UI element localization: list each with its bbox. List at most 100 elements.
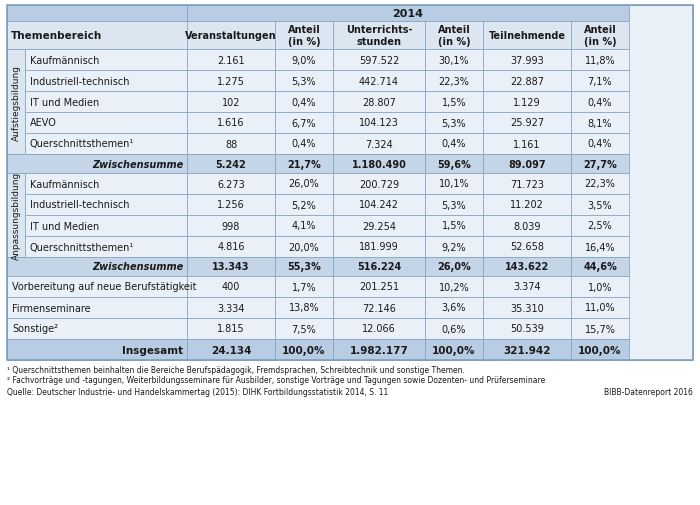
Bar <box>425 276 483 297</box>
Bar <box>571 22 629 50</box>
Bar <box>275 339 333 360</box>
Text: Anteil
(in %): Anteil (in %) <box>584 25 617 46</box>
Text: 200.729: 200.729 <box>359 179 399 189</box>
Bar <box>7 22 187 50</box>
Text: 1.982.177: 1.982.177 <box>349 345 408 355</box>
Bar <box>483 50 571 71</box>
Bar <box>571 216 629 236</box>
Bar <box>7 276 187 297</box>
Text: 8,1%: 8,1% <box>588 118 612 128</box>
Text: 6.273: 6.273 <box>217 179 245 189</box>
Text: Vorbereitung auf neue Berufstätigkeit: Vorbereitung auf neue Berufstätigkeit <box>12 282 197 292</box>
Bar <box>425 297 483 318</box>
Bar <box>275 113 333 134</box>
Bar <box>25 92 187 113</box>
Text: 104.242: 104.242 <box>359 200 399 210</box>
Bar <box>571 194 629 216</box>
Text: Industriell-technisch: Industriell-technisch <box>30 200 130 210</box>
Bar <box>25 134 187 155</box>
Text: 13,8%: 13,8% <box>288 303 319 313</box>
Text: 321.942: 321.942 <box>503 345 551 355</box>
Bar <box>187 22 275 50</box>
Text: 10,2%: 10,2% <box>439 282 470 292</box>
Text: Firmenseminare: Firmenseminare <box>12 303 90 313</box>
Text: 44,6%: 44,6% <box>583 262 617 272</box>
Text: 102: 102 <box>222 97 240 107</box>
Bar <box>483 71 571 92</box>
Bar <box>483 276 571 297</box>
Text: 22.887: 22.887 <box>510 76 544 86</box>
Text: 22,3%: 22,3% <box>584 179 615 189</box>
Text: 0,4%: 0,4% <box>292 139 316 149</box>
Text: Kaufmännisch: Kaufmännisch <box>30 56 99 65</box>
Text: 100,0%: 100,0% <box>433 345 476 355</box>
Bar <box>333 276 425 297</box>
Text: Anteil
(in %): Anteil (in %) <box>438 25 470 46</box>
Bar <box>187 134 275 155</box>
Text: Unterrichts-
stunden: Unterrichts- stunden <box>346 25 412 46</box>
Bar <box>187 92 275 113</box>
Text: 21,7%: 21,7% <box>287 159 321 169</box>
Bar <box>275 276 333 297</box>
Bar <box>7 174 25 258</box>
Bar <box>187 297 275 318</box>
Text: 1,5%: 1,5% <box>442 97 466 107</box>
Text: 3,5%: 3,5% <box>588 200 612 210</box>
Bar <box>187 318 275 339</box>
Text: 0,4%: 0,4% <box>588 97 612 107</box>
Bar <box>275 236 333 258</box>
Text: 26,0%: 26,0% <box>288 179 319 189</box>
Bar <box>7 318 187 339</box>
Text: 516.224: 516.224 <box>357 262 401 272</box>
Bar <box>333 339 425 360</box>
Text: 52.658: 52.658 <box>510 242 544 252</box>
Bar <box>7 6 693 360</box>
Bar <box>571 258 629 276</box>
Text: Industriell-technisch: Industriell-technisch <box>30 76 130 86</box>
Bar <box>571 50 629 71</box>
Text: 181.999: 181.999 <box>359 242 399 252</box>
Bar <box>333 194 425 216</box>
Text: Teilnehmende: Teilnehmende <box>489 31 566 41</box>
Bar <box>425 22 483 50</box>
Text: 1,5%: 1,5% <box>442 221 466 231</box>
Text: 0,4%: 0,4% <box>588 139 612 149</box>
Bar <box>187 71 275 92</box>
Text: 20,0%: 20,0% <box>288 242 319 252</box>
Text: 35.310: 35.310 <box>510 303 544 313</box>
Text: IT und Medien: IT und Medien <box>30 221 99 231</box>
Bar <box>333 71 425 92</box>
Bar <box>483 134 571 155</box>
Bar <box>7 297 187 318</box>
Text: Zwischensumme: Zwischensumme <box>92 159 183 169</box>
Bar <box>483 155 571 174</box>
Text: 55,3%: 55,3% <box>287 262 321 272</box>
Bar <box>187 155 275 174</box>
Text: IT und Medien: IT und Medien <box>30 97 99 107</box>
Text: Sonstige²: Sonstige² <box>12 324 58 334</box>
Bar <box>333 22 425 50</box>
Bar <box>425 339 483 360</box>
Text: 24.134: 24.134 <box>211 345 251 355</box>
Text: 89.097: 89.097 <box>508 159 546 169</box>
Text: 3.334: 3.334 <box>217 303 245 313</box>
Bar <box>483 113 571 134</box>
Text: 1.275: 1.275 <box>217 76 245 86</box>
Text: 143.622: 143.622 <box>505 262 549 272</box>
Text: 10,1%: 10,1% <box>439 179 469 189</box>
Bar <box>333 113 425 134</box>
Bar <box>425 236 483 258</box>
Bar <box>571 318 629 339</box>
Bar <box>425 113 483 134</box>
Text: 1,7%: 1,7% <box>292 282 316 292</box>
Bar <box>25 50 187 71</box>
Bar <box>187 216 275 236</box>
Bar <box>25 174 187 194</box>
Bar <box>275 216 333 236</box>
Bar <box>275 92 333 113</box>
Bar <box>187 6 629 22</box>
Bar <box>571 297 629 318</box>
Bar <box>425 92 483 113</box>
Bar <box>25 71 187 92</box>
Text: BIBB-Datenreport 2016: BIBB-Datenreport 2016 <box>604 387 693 396</box>
